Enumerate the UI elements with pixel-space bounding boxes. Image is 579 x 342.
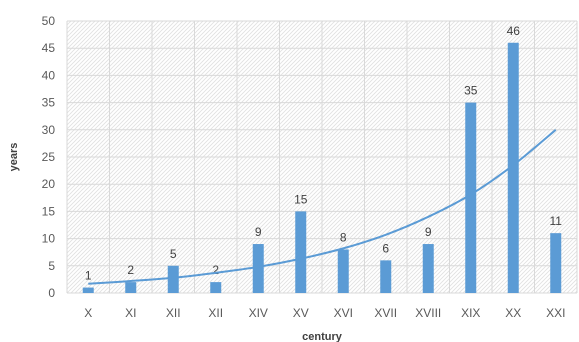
y-tick-label: 35 [42, 96, 56, 110]
x-tick-label: XXI [546, 306, 565, 320]
trendline-group [88, 129, 557, 285]
bar [252, 244, 264, 293]
y-tick-labels: 0 5 10 15 20 25 30 35 40 45 50 [42, 14, 56, 300]
bar [82, 287, 94, 293]
y-tick-label: 45 [42, 41, 56, 55]
bar [125, 282, 137, 293]
bar [337, 249, 349, 293]
bar [465, 102, 477, 293]
y-tick-label: 40 [42, 68, 56, 82]
bar [422, 244, 434, 293]
y-tick-label: 30 [42, 123, 56, 137]
x-tick-label: XI [125, 306, 136, 320]
data-label: 6 [382, 241, 389, 255]
x-tick-label: X [84, 306, 92, 320]
bar [550, 233, 562, 293]
trendline [88, 129, 557, 285]
data-label: 2 [212, 263, 219, 277]
gridlines [66, 20, 578, 294]
x-tick-label: XIV [249, 306, 268, 320]
y-tick-label: 20 [42, 177, 56, 191]
bar [167, 265, 179, 293]
data-label: 2 [127, 263, 134, 277]
bar [380, 260, 392, 293]
y-tick-label: 50 [42, 14, 56, 28]
x-tick-label: XII [166, 306, 181, 320]
data-label: 1 [85, 269, 92, 283]
x-tick-label: XVII [374, 306, 397, 320]
x-tick-label: XII [208, 306, 223, 320]
data-label: 5 [170, 247, 177, 261]
y-tick-label: 10 [42, 232, 56, 246]
x-tick-labels: X XI XII XII XIV XV XVI XVII XVIII XIX XX XXI [84, 306, 565, 320]
x-tick-label: XIX [461, 306, 480, 320]
x-axis-title: century [302, 331, 343, 342]
bar [507, 42, 519, 294]
data-label: 9 [255, 225, 262, 239]
y-tick-label: 25 [42, 150, 56, 164]
x-tick-label: XVI [334, 306, 353, 320]
data-label: 35 [464, 84, 478, 98]
data-label: 46 [507, 24, 521, 38]
y-tick-label: 0 [48, 286, 55, 300]
bars [82, 42, 562, 294]
data-labels: 1 2 5 2 9 15 8 6 9 35 46 11 [85, 24, 562, 283]
y-axis-title: years [8, 143, 20, 172]
data-label: 11 [550, 214, 563, 228]
data-label: 9 [425, 225, 432, 239]
x-tick-label: XX [505, 306, 521, 320]
bar [210, 282, 222, 293]
x-tick-label: XV [293, 306, 309, 320]
y-tick-label: 5 [48, 259, 55, 273]
data-label: 15 [294, 192, 308, 206]
x-tick-label: XVIII [415, 306, 441, 320]
bar [295, 211, 307, 293]
data-label: 8 [340, 230, 347, 244]
y-tick-label: 15 [42, 204, 56, 218]
